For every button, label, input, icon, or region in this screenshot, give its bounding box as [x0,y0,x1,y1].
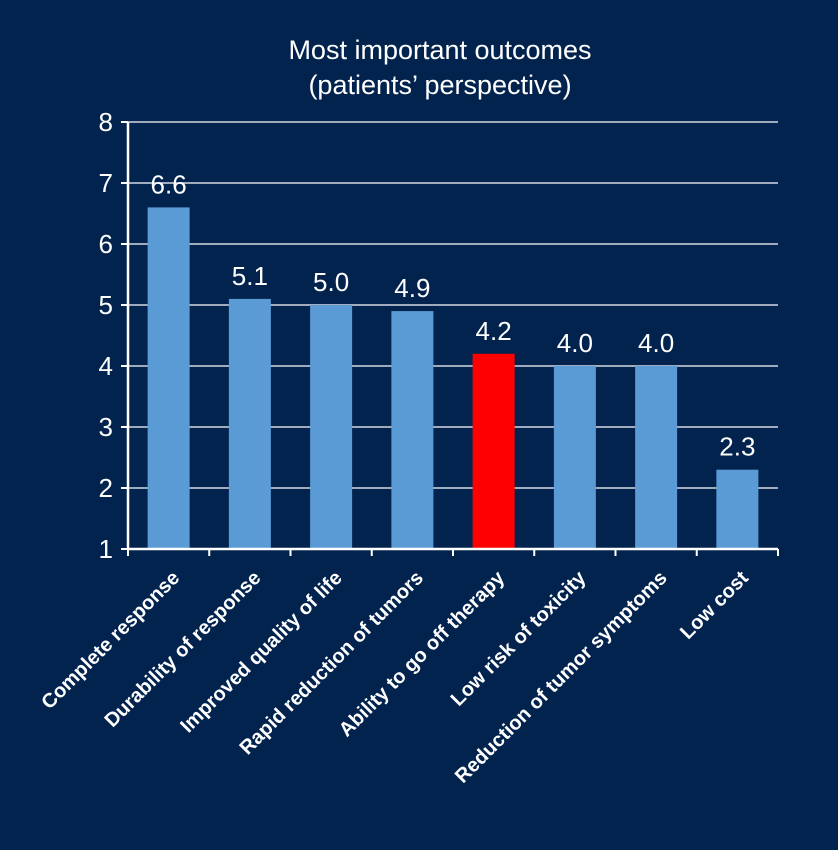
bar-highlighted [472,353,515,549]
chart-title-line-2: (patients’ perspective) [308,70,571,100]
y-tick-label: 6 [99,229,113,259]
bar [147,207,190,549]
bar [228,298,271,549]
bar [553,366,596,549]
bar [310,305,353,549]
x-tick-label: Low cost [676,567,753,644]
data-label: 4.0 [638,328,674,358]
y-tick-label: 7 [99,168,113,198]
y-tick-label: 2 [99,473,113,503]
gridlines [128,121,778,489]
x-tick-label: Durability of response [101,567,266,732]
bar [391,311,434,549]
data-label: 4.9 [394,273,430,303]
y-tick-label: 1 [99,534,113,564]
x-tick-label: Complete response [37,567,184,714]
y-tick-label: 5 [99,290,113,320]
data-label: 5.1 [232,261,268,291]
bar [635,366,678,549]
data-label: 4.2 [476,316,512,346]
bars [147,207,759,549]
x-tick-label: Improved quality of life [176,567,346,737]
data-label: 2.3 [719,432,755,462]
chart-title-line-1: Most important outcomes [288,35,591,65]
x-tick-label: Low risk of toxicity [447,566,591,710]
y-tick-label: 3 [99,412,113,442]
data-label: 5.0 [313,267,349,297]
x-tick-label: Ability to go off therapy [335,566,510,741]
bar [716,469,759,549]
y-tick-label: 8 [99,107,113,137]
data-label: 4.0 [557,328,593,358]
data-label: 6.6 [151,169,187,199]
y-tick-label: 4 [99,351,113,381]
axes [121,121,779,556]
